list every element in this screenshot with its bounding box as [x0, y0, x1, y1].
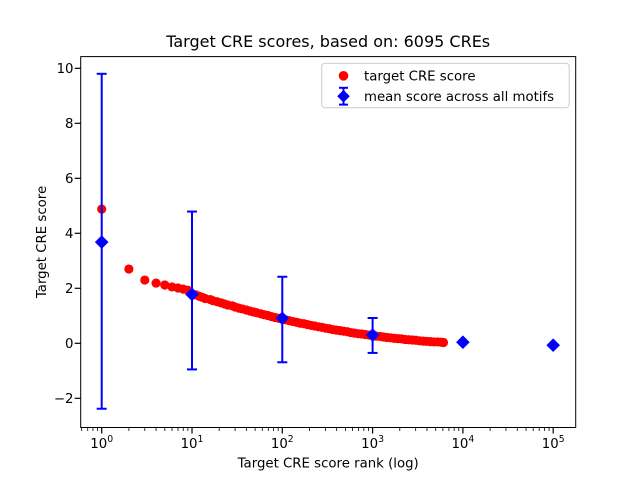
plot-border: [80, 56, 577, 428]
x-tick-label: 100: [90, 434, 113, 452]
mean-score-diamond: [94, 235, 109, 249]
target-score-point: [160, 280, 170, 290]
x-tick-label: 104: [451, 434, 474, 452]
mean-score-diamond: [185, 287, 199, 302]
chart-title: Target CRE scores, based on: 6095 CREs: [165, 32, 490, 51]
target-score-point: [140, 275, 150, 285]
y-tick-label: 0: [65, 337, 73, 352]
x-tick-label: 103: [361, 434, 384, 452]
legend: target CRE score mean score across all m…: [321, 62, 570, 109]
x-tick-label: 105: [542, 434, 565, 452]
x-axis-label: Target CRE score rank (log): [237, 457, 419, 472]
y-axis-label: Target CRE score: [35, 186, 50, 299]
legend-target-circle-icon: [338, 71, 349, 81]
legend-box: [321, 62, 570, 109]
target-score-point: [438, 337, 449, 348]
plot-area: 100 101 102 103 104 105 −2 0 2 4 6 8 10: [54, 56, 577, 452]
target-score-point: [124, 264, 134, 274]
y-tick-label: −2: [54, 392, 74, 407]
mean-score-diamond: [456, 335, 470, 349]
x-tick-label: 101: [181, 434, 204, 452]
mean-score-diamond: [275, 311, 290, 326]
x-tick-label: 102: [271, 434, 294, 452]
legend-label-target: target CRE score: [364, 69, 476, 84]
y-tick-label: 10: [57, 62, 74, 77]
legend-mean-errorbar-icon: [337, 86, 350, 106]
y-tick-label: 8: [65, 117, 73, 132]
y-tick-label: 2: [65, 282, 73, 297]
mean-score-diamond: [546, 338, 560, 353]
y-tick-label: 6: [65, 172, 73, 187]
target-score-point: [151, 278, 161, 288]
y-tick-label: 4: [65, 227, 73, 242]
mean-score-diamond: [365, 328, 380, 342]
legend-label-mean: mean score across all motifs: [364, 90, 554, 105]
